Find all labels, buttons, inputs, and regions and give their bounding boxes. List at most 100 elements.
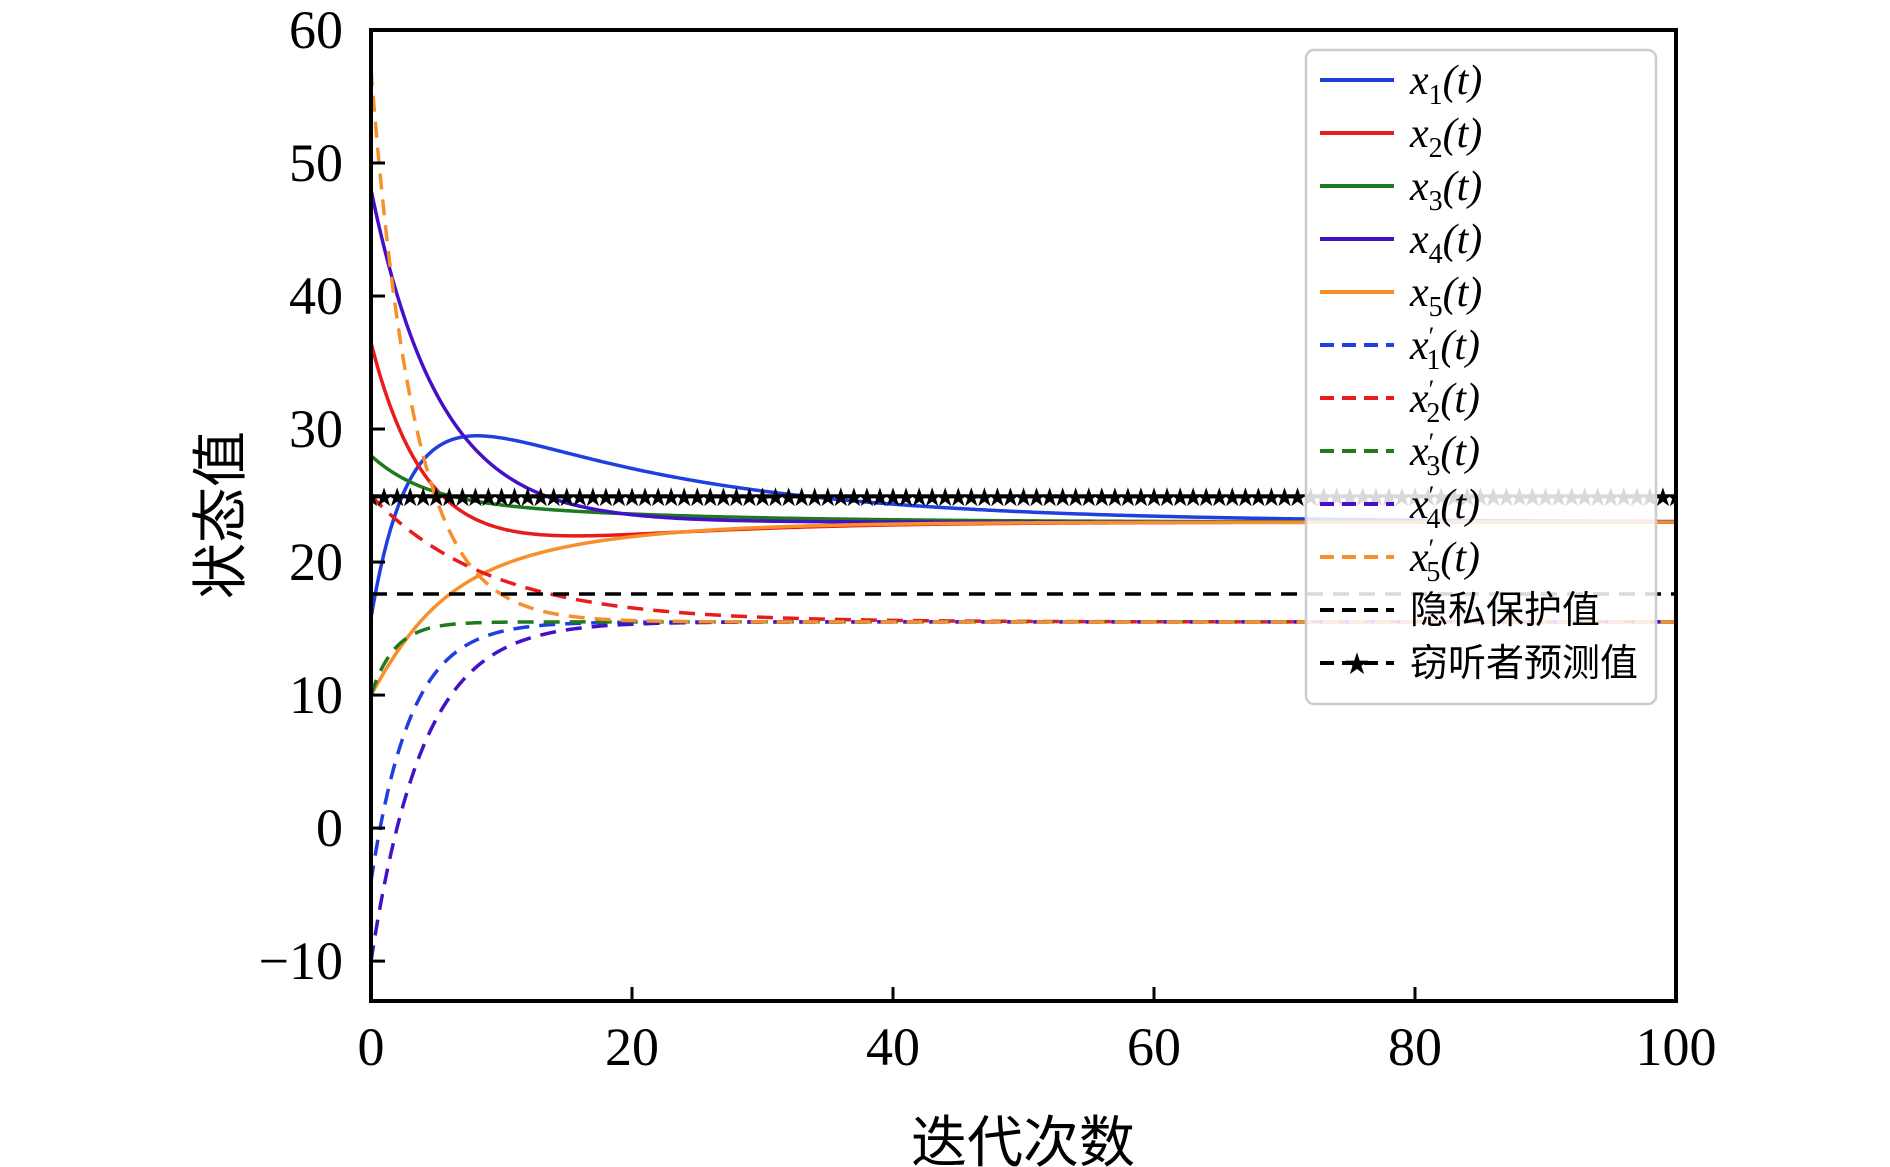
series-point: ★ bbox=[555, 483, 578, 513]
series-point: ★ bbox=[738, 483, 761, 513]
series-point: ★ bbox=[673, 483, 696, 513]
legend-item: x′ 3(t) bbox=[1320, 428, 1480, 482]
series-point: ★ bbox=[1025, 483, 1048, 513]
series-point: ★ bbox=[1247, 483, 1270, 513]
legend-label: x′ 2(t) bbox=[1409, 375, 1480, 429]
series-point: ★ bbox=[529, 483, 552, 513]
series-point: ★ bbox=[1208, 483, 1231, 513]
series-point: ★ bbox=[920, 483, 943, 513]
series-point: ★ bbox=[907, 483, 930, 513]
legend-label: x′ 1(t) bbox=[1409, 322, 1480, 376]
series-point: ★ bbox=[881, 483, 904, 513]
series-point: ★ bbox=[568, 483, 591, 513]
series-point: ★ bbox=[1129, 483, 1152, 513]
x-tick-label: 0 bbox=[358, 1017, 385, 1077]
series-point: ★ bbox=[398, 483, 421, 513]
legend-item: x1(t) bbox=[1320, 58, 1482, 111]
legend-item: x′ 5(t) bbox=[1320, 534, 1480, 588]
x-axis-label: 迭代次数 bbox=[911, 1111, 1135, 1167]
series-point: ★ bbox=[1142, 483, 1165, 513]
series-point: ★ bbox=[1012, 483, 1035, 513]
legend-label: x1(t) bbox=[1409, 58, 1482, 111]
series-point: ★ bbox=[816, 483, 839, 513]
legend-label: x3(t) bbox=[1409, 164, 1482, 217]
series-point: ★ bbox=[894, 483, 917, 513]
series-point: ★ bbox=[934, 483, 957, 513]
legend-label: x2(t) bbox=[1409, 111, 1482, 164]
series-point: ★ bbox=[1103, 483, 1126, 513]
y-axis-label: 状态值 bbox=[189, 431, 254, 599]
legend-item: 隐私保护值 bbox=[1320, 588, 1600, 632]
series-point: ★ bbox=[1168, 483, 1191, 513]
series-point: ★ bbox=[1195, 483, 1218, 513]
legend-item: x4(t) bbox=[1320, 217, 1482, 270]
legend-item: ★ 窃听者预测值 bbox=[1320, 641, 1638, 685]
series-point: ★ bbox=[425, 483, 448, 513]
series-point: ★ bbox=[842, 483, 865, 513]
series-point: ★ bbox=[712, 483, 735, 513]
y-tick-label: 10 bbox=[289, 665, 343, 725]
series-point: ★ bbox=[1273, 483, 1296, 513]
series-point: ★ bbox=[607, 483, 630, 513]
legend-label: x′ 5(t) bbox=[1409, 534, 1480, 588]
series-point: ★ bbox=[1181, 483, 1204, 513]
series-point: ★ bbox=[646, 483, 669, 513]
series-point: ★ bbox=[725, 483, 748, 513]
series-point: ★ bbox=[372, 483, 395, 513]
series-point: ★ bbox=[1051, 483, 1074, 513]
x-tick-label: 100 bbox=[1636, 1017, 1717, 1077]
series-point: ★ bbox=[1286, 483, 1309, 513]
series-point: ★ bbox=[751, 483, 774, 513]
series-point: ★ bbox=[594, 483, 617, 513]
legend-item: x′ 1(t) bbox=[1320, 322, 1480, 376]
series-point: ★ bbox=[620, 483, 643, 513]
y-tick-label: 50 bbox=[289, 133, 343, 193]
series-point: ★ bbox=[581, 483, 604, 513]
series-point: ★ bbox=[1090, 483, 1113, 513]
legend: x1(t)x2(t)x3(t)x4(t)x5(t)x′ 1(t)x′ 2(t)x′ 3… bbox=[1304, 48, 1658, 706]
series-point: ★ bbox=[686, 483, 709, 513]
legend-item: x′ 2(t) bbox=[1320, 375, 1480, 429]
legend-label: x4(t) bbox=[1409, 217, 1482, 270]
series-point: ★ bbox=[803, 483, 826, 513]
series-point: ★ bbox=[1155, 483, 1178, 513]
series-point: ★ bbox=[855, 483, 878, 513]
legend-label: x5(t) bbox=[1409, 270, 1482, 323]
y-tick-label: 40 bbox=[289, 266, 343, 326]
series-point: ★ bbox=[947, 483, 970, 513]
plot-frame bbox=[369, 28, 1678, 1003]
series-point: ★ bbox=[829, 483, 852, 513]
y-tick-label: 20 bbox=[289, 532, 343, 592]
series-point: ★ bbox=[438, 483, 461, 513]
series-point: ★ bbox=[490, 483, 513, 513]
x-tick-label: 60 bbox=[1127, 1017, 1181, 1077]
series-point: ★ bbox=[451, 483, 474, 513]
legend-item: x3(t) bbox=[1320, 164, 1482, 217]
legend-item: x′ 4(t) bbox=[1320, 481, 1480, 535]
series-point: ★ bbox=[1260, 483, 1283, 513]
series-point: ★ bbox=[1116, 483, 1139, 513]
series-point: ★ bbox=[973, 483, 996, 513]
series-point: ★ bbox=[1077, 483, 1100, 513]
series-point: ★ bbox=[464, 483, 487, 513]
y-tick-label: −10 bbox=[259, 931, 343, 991]
series-point: ★ bbox=[1221, 483, 1244, 513]
series-point: ★ bbox=[1234, 483, 1257, 513]
series-point: ★ bbox=[868, 483, 891, 513]
legend-star-marker: ★ bbox=[1344, 647, 1371, 682]
legend-label: 窃听者预测值 bbox=[1410, 641, 1638, 685]
legend-label: x′ 4(t) bbox=[1409, 481, 1480, 535]
x-tick-label: 80 bbox=[1388, 1017, 1442, 1077]
series-point: ★ bbox=[986, 483, 1009, 513]
legend-box bbox=[1304, 48, 1658, 706]
series-point: ★ bbox=[790, 483, 813, 513]
series-point: ★ bbox=[1064, 483, 1087, 513]
legend-label: x′ 3(t) bbox=[1409, 428, 1480, 482]
series-point: ★ bbox=[359, 483, 382, 513]
legend-label: 隐私保护值 bbox=[1410, 588, 1600, 632]
series-point: ★ bbox=[764, 483, 787, 513]
x-tick-label: 20 bbox=[605, 1017, 659, 1077]
series-point: ★ bbox=[659, 483, 682, 513]
